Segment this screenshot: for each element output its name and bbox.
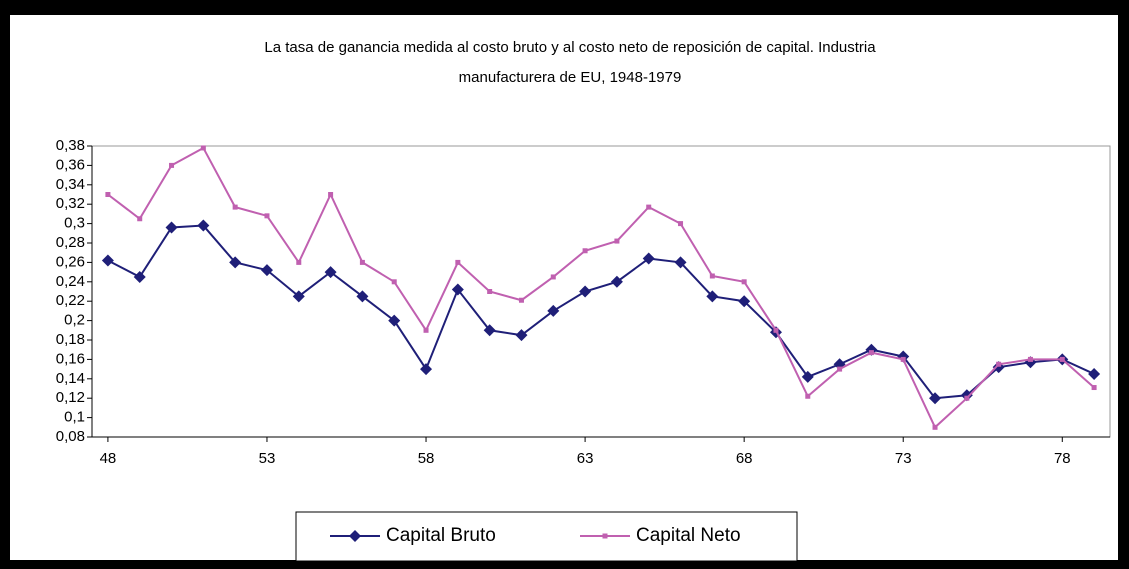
marker: [487, 289, 493, 294]
marker: [1059, 356, 1065, 362]
marker: [801, 370, 814, 383]
marker: [229, 256, 242, 269]
y-tick-label: 0,24: [56, 273, 85, 290]
marker: [996, 361, 1002, 367]
y-tick-label: 0,08: [56, 428, 85, 445]
marker: [582, 248, 588, 254]
y-tick-label: 0,2: [64, 312, 85, 329]
marker: [197, 219, 210, 232]
legend-label: Capital Neto: [636, 525, 741, 546]
marker: [805, 393, 811, 399]
marker: [642, 252, 655, 265]
marker: [518, 297, 524, 303]
marker: [296, 259, 302, 265]
chart-subtitle: manufacturera de EU, 1948-1979: [459, 69, 682, 86]
y-tick-label: 0,3: [64, 215, 85, 232]
y-tick-label: 0,16: [56, 350, 85, 367]
y-tick-label: 0,1: [64, 409, 85, 426]
x-tick-label: 73: [895, 450, 912, 467]
y-tick-label: 0,26: [56, 253, 85, 270]
marker: [964, 395, 970, 401]
marker: [738, 295, 751, 308]
x-tick-label: 53: [259, 450, 276, 467]
marker: [515, 329, 528, 342]
marker: [260, 264, 273, 277]
marker: [960, 389, 973, 402]
x-tick-label: 58: [418, 450, 435, 467]
marker: [706, 290, 719, 303]
marker: [1027, 356, 1033, 362]
marker: [105, 192, 111, 197]
marker: [610, 275, 623, 288]
marker: [169, 162, 175, 168]
marker: [550, 274, 556, 280]
marker: [646, 204, 652, 210]
marker: [359, 259, 365, 265]
chart-title: La tasa de ganancia medida al costo brut…: [264, 39, 876, 56]
marker: [200, 145, 206, 151]
y-tick-label: 0,38: [56, 137, 85, 154]
marker: [137, 216, 143, 222]
x-tick-label: 63: [577, 450, 594, 467]
marker: [324, 266, 337, 279]
marker: [900, 356, 906, 362]
marker: [709, 273, 715, 279]
marker: [455, 259, 461, 265]
x-tick-label: 68: [736, 450, 753, 467]
legend-label: Capital Bruto: [386, 525, 496, 546]
x-tick-label: 48: [100, 450, 117, 467]
marker: [547, 304, 560, 317]
y-tick-label: 0,32: [56, 195, 85, 212]
marker: [602, 533, 608, 539]
marker: [165, 221, 178, 234]
marker: [423, 327, 429, 333]
marker: [391, 279, 397, 285]
marker: [264, 213, 270, 219]
marker: [101, 254, 114, 267]
marker: [356, 290, 369, 303]
marker: [773, 327, 779, 333]
marker: [420, 363, 433, 376]
marker: [837, 366, 843, 372]
marker: [292, 290, 305, 303]
marker: [929, 392, 942, 405]
marker: [932, 424, 938, 430]
y-tick-label: 0,12: [56, 389, 85, 406]
y-tick-label: 0,34: [56, 176, 85, 193]
marker: [451, 283, 464, 296]
series-line: [107, 146, 1095, 429]
marker: [1091, 385, 1097, 391]
y-tick-label: 0,36: [56, 156, 85, 173]
marker: [388, 314, 401, 327]
marker: [614, 238, 620, 244]
x-tick-label: 78: [1054, 450, 1071, 467]
marker: [483, 324, 496, 337]
marker: [579, 285, 592, 298]
y-tick-label: 0,14: [56, 370, 85, 387]
y-tick-label: 0,18: [56, 331, 85, 348]
marker: [674, 256, 687, 269]
marker: [328, 192, 334, 197]
marker: [678, 221, 684, 227]
y-tick-label: 0,22: [56, 292, 85, 309]
marker: [349, 530, 361, 542]
marker: [133, 270, 146, 283]
series-line: [107, 224, 1095, 400]
marker: [1088, 367, 1101, 380]
marker: [741, 279, 747, 285]
y-tick-label: 0,28: [56, 234, 85, 251]
marker: [232, 204, 238, 210]
marker: [868, 350, 874, 356]
chart-area: [10, 15, 1118, 560]
